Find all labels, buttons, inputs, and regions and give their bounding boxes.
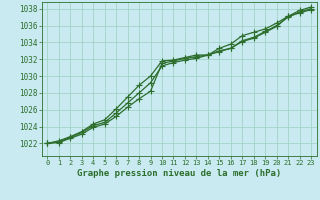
- X-axis label: Graphe pression niveau de la mer (hPa): Graphe pression niveau de la mer (hPa): [77, 169, 281, 178]
